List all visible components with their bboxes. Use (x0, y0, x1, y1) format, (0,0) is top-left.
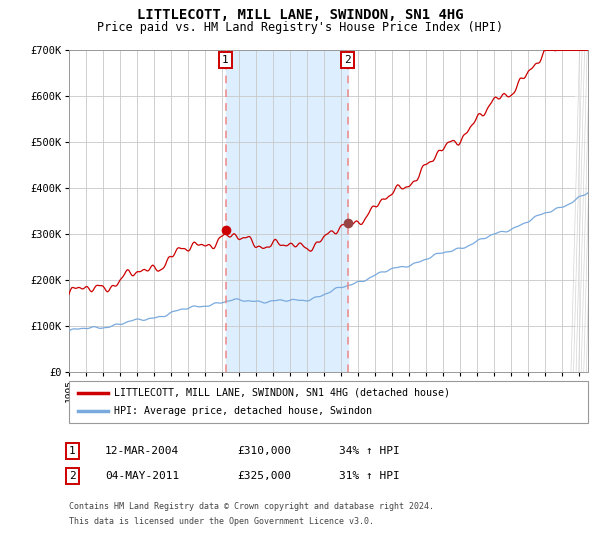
Text: 1: 1 (69, 446, 76, 456)
Text: Price paid vs. HM Land Registry's House Price Index (HPI): Price paid vs. HM Land Registry's House … (97, 21, 503, 34)
Bar (226, 50, 347, 372)
Text: £310,000: £310,000 (237, 446, 291, 456)
Text: 2: 2 (69, 471, 76, 481)
Text: 2: 2 (344, 55, 351, 65)
Text: 34% ↑ HPI: 34% ↑ HPI (339, 446, 400, 456)
Text: LITTLECOTT, MILL LANE, SWINDON, SN1 4HG: LITTLECOTT, MILL LANE, SWINDON, SN1 4HG (137, 8, 463, 22)
Text: 12-MAR-2004: 12-MAR-2004 (105, 446, 179, 456)
Text: 04-MAY-2011: 04-MAY-2011 (105, 471, 179, 481)
Text: Contains HM Land Registry data © Crown copyright and database right 2024.: Contains HM Land Registry data © Crown c… (69, 502, 434, 511)
Text: £325,000: £325,000 (237, 471, 291, 481)
Text: HPI: Average price, detached house, Swindon: HPI: Average price, detached house, Swin… (114, 406, 372, 416)
Text: This data is licensed under the Open Government Licence v3.0.: This data is licensed under the Open Gov… (69, 517, 374, 526)
Text: 31% ↑ HPI: 31% ↑ HPI (339, 471, 400, 481)
Text: 1: 1 (222, 55, 229, 65)
Text: LITTLECOTT, MILL LANE, SWINDON, SN1 4HG (detached house): LITTLECOTT, MILL LANE, SWINDON, SN1 4HG … (114, 388, 450, 398)
